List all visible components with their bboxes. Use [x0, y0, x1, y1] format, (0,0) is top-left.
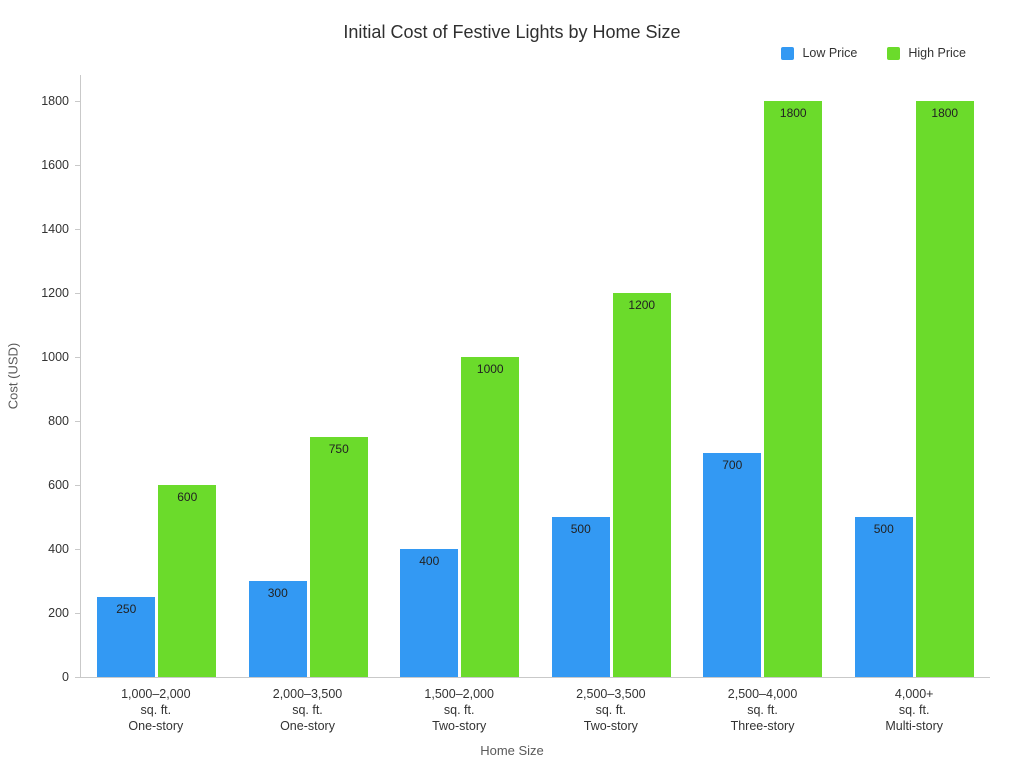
x-tick-label: 2,500–4,000 sq. ft. Three-story: [727, 687, 798, 733]
x-tick-label: 2,500–3,500 sq. ft. Two-story: [576, 687, 646, 733]
bar-low-price: 400: [400, 548, 459, 677]
x-axis-title: Home Size: [480, 743, 544, 758]
chart-title: Initial Cost of Festive Lights by Home S…: [343, 22, 681, 42]
y-tick-mark: [75, 292, 81, 294]
y-tick-mark: [75, 356, 81, 358]
y-tick-label: 1000: [41, 349, 69, 364]
y-tick-mark: [75, 548, 81, 550]
x-tick-label: 4,000+ sq. ft. Multi-story: [885, 687, 944, 733]
y-tick-label: 0: [62, 670, 69, 684]
y-tick-mark: [75, 612, 81, 614]
bar-high-price: 1000: [461, 356, 520, 677]
bars-row: 250 600 300 750 400 1000 500 1200 700 1800 500 1800: [81, 75, 990, 677]
legend-swatch: [781, 46, 795, 60]
plot-area: 250 600 300 750 400 1000 500 1200 700 1800 500 1800…: [41, 75, 990, 684]
bar-value-label: 1800: [931, 105, 959, 120]
legend-label: High Price: [908, 46, 966, 60]
legend-item-low-price: Low Price: [781, 46, 857, 60]
bar-value-label: 1800: [779, 105, 807, 120]
bar-value-label: 300: [267, 585, 288, 600]
bar-low-price: 700: [703, 452, 762, 677]
bar-value-label: 700: [722, 457, 743, 472]
y-tick-label: 1800: [41, 93, 69, 108]
x-tick-label: 2,000–3,500 sq. ft. One-story: [272, 687, 343, 733]
bar-group: 300 750: [233, 436, 385, 677]
bar-group: 500 1800: [839, 100, 991, 677]
bar-low-price: 250: [97, 596, 156, 677]
bar-value-label: 500: [873, 521, 894, 536]
bar-low-price: 300: [248, 580, 307, 677]
y-axis-title: Cost (USD): [5, 342, 21, 410]
y-tick-label: 400: [48, 541, 69, 556]
y-tick-mark: [75, 164, 81, 166]
bar-group: 700 1800: [687, 100, 839, 677]
bar-high-price: 1800: [764, 100, 823, 677]
bar-value-label: 1000: [476, 361, 504, 376]
y-tick-label: 600: [48, 477, 69, 492]
y-tick-mark: [75, 228, 81, 230]
legend-item-high-price: High Price: [887, 46, 966, 60]
bar-group: 400 1000: [384, 356, 536, 677]
y-tick-label: 800: [48, 413, 69, 428]
bar-high-price: 1800: [915, 100, 974, 677]
bar-value-label: 600: [177, 489, 198, 504]
y-tick-label: 200: [48, 605, 69, 620]
x-tick-labels: 1,000–2,000 sq. ft. One-story 2,000–3,500 sq…: [80, 686, 990, 734]
y-tick-label: 1600: [41, 157, 69, 172]
y-tick-mark: [75, 100, 81, 102]
bar-value-label: 250: [116, 601, 137, 616]
legend-label: Low Price: [802, 46, 858, 60]
y-tick-mark: [75, 484, 81, 486]
y-tick-label: 1200: [41, 285, 69, 300]
bar-low-price: 500: [854, 516, 913, 677]
bar-value-label: 500: [570, 521, 591, 536]
legend-swatch: [887, 46, 901, 60]
bar-high-price: 600: [158, 484, 217, 677]
bar-value-label: 1200: [628, 297, 656, 312]
bar-group: 500 1200: [536, 292, 688, 677]
bar-value-label: 400: [419, 553, 440, 568]
x-tick-label: 1,000–2,000 sq. ft. One-story: [121, 687, 191, 733]
bar-group: 250 600: [81, 484, 233, 677]
y-tick-mark: [75, 677, 81, 678]
legend: Low Price High Price: [781, 46, 966, 60]
x-tick-label: 1,500–2,000 sq. ft. Two-story: [424, 687, 494, 733]
y-tick-mark: [75, 420, 81, 422]
bar-low-price: 500: [551, 516, 610, 677]
y-tick-label: 1400: [41, 221, 69, 236]
bar-high-price: 1200: [612, 292, 671, 677]
bar-high-price: 750: [309, 436, 368, 677]
bar-value-label: 750: [328, 441, 349, 456]
